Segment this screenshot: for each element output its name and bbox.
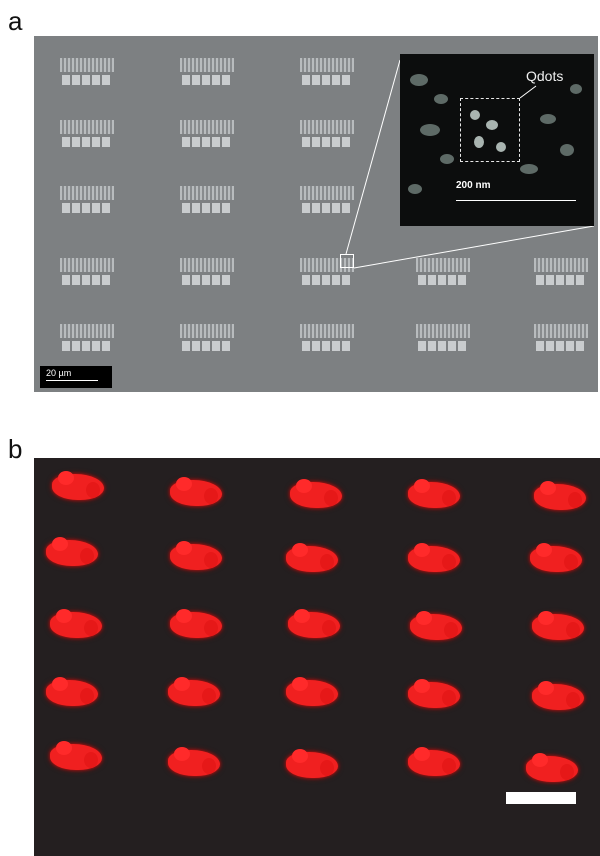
pillar-array — [534, 324, 588, 358]
sem-scalebar: 20 µm — [40, 366, 112, 388]
pillar-array — [300, 186, 354, 220]
pillar-array — [60, 258, 114, 292]
fluorescent-spot — [534, 481, 586, 510]
fluorescent-spot — [408, 679, 460, 708]
inset-scalebar-label: 200 nm — [456, 180, 491, 191]
pillar-array — [416, 258, 470, 292]
pillar-array — [180, 58, 234, 92]
sem-scalebar-line — [46, 380, 98, 381]
inset-scalebar — [456, 200, 576, 201]
fluorescence-scalebar — [506, 792, 576, 804]
fluorescent-spot — [168, 677, 220, 706]
zoom-region-marker — [340, 254, 354, 268]
panel-label-a: a — [8, 6, 23, 36]
fluorescent-spot — [50, 741, 102, 770]
fluorescent-spot — [530, 543, 582, 572]
fluorescent-spot — [410, 611, 462, 640]
fluorescent-spot — [532, 681, 584, 710]
fluorescent-spot — [288, 609, 340, 638]
fluorescent-spot — [170, 609, 222, 638]
fluorescent-spot — [286, 677, 338, 706]
qdots-annotation: Qdots — [526, 68, 564, 84]
pillar-array — [300, 120, 354, 154]
qdots-region-box — [460, 98, 520, 162]
sem-micrograph: Qdots 200 nm 20 µm — [34, 36, 598, 392]
fluorescent-spot — [286, 749, 338, 778]
fluorescence-image — [34, 458, 600, 856]
fluorescent-spot — [526, 753, 578, 782]
pillar-array — [60, 186, 114, 220]
fluorescent-spot — [46, 537, 98, 566]
sem-scalebar-label: 20 µm — [46, 368, 72, 378]
pillar-array — [180, 186, 234, 220]
fluorescent-spot — [50, 609, 102, 638]
panel-label-b: b — [8, 434, 23, 464]
pillar-array — [300, 58, 354, 92]
zoom-inset: Qdots 200 nm — [400, 54, 594, 226]
fluorescent-spot — [170, 477, 222, 506]
fluorescent-spot — [408, 479, 460, 508]
pillar-array — [416, 324, 470, 358]
qdots-leader-line — [519, 85, 537, 99]
zoom-connector-lines — [345, 59, 595, 269]
pillar-array — [180, 258, 234, 292]
fluorescent-spot — [170, 541, 222, 570]
fluorescent-spot — [532, 611, 584, 640]
pillar-array — [180, 324, 234, 358]
fluorescent-spot — [168, 747, 220, 776]
pillar-array — [300, 324, 354, 358]
pillar-array — [534, 258, 588, 292]
pillar-array — [60, 120, 114, 154]
pillar-array — [180, 120, 234, 154]
fluorescent-spot — [46, 677, 98, 706]
fluorescent-spot — [290, 479, 342, 508]
fluorescent-spot — [408, 747, 460, 776]
pillar-array — [60, 58, 114, 92]
fluorescent-spot — [408, 543, 460, 572]
fluorescent-spot — [286, 543, 338, 572]
pillar-array — [60, 324, 114, 358]
fluorescent-spot — [52, 471, 104, 500]
